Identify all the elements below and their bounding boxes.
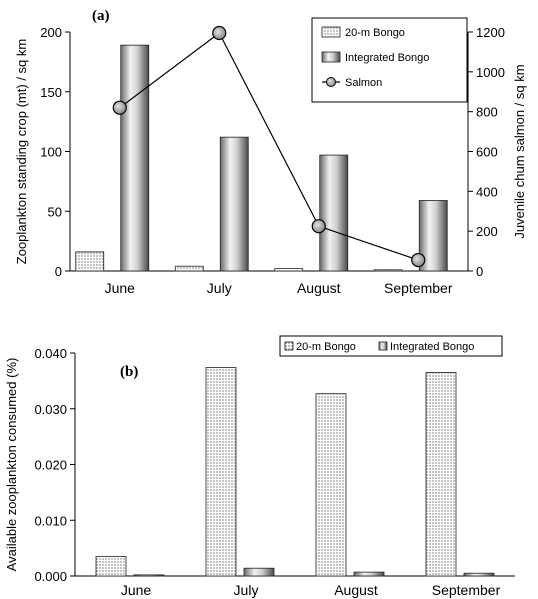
panel-a-right-tick-label: 1000 (476, 65, 505, 80)
panel-b-tick-label: 0.020 (34, 458, 67, 473)
panel-a-label: (a) (92, 8, 110, 24)
panel-a-legend-label: Integrated Bongo (345, 52, 429, 64)
panel-b-category-label: July (234, 582, 259, 598)
panel-a-bar-20-m-bongo-august (274, 268, 304, 272)
panel-a-bar-20-m-bongo-september (373, 269, 403, 272)
panel-b-tick-label: 0.010 (34, 513, 67, 528)
panel-a-legend-label: Salmon (345, 77, 382, 89)
panel-a-right-tick-label: 400 (476, 184, 498, 199)
panel-b-bar-integrated-bongo-september (463, 572, 495, 577)
panel-b-legend: 20-m Bongo Integrated Bongo (279, 335, 503, 357)
panel-b-legend-label: Integrated Bongo (390, 341, 474, 353)
panel-a-legend-swatch-integrated-bongo (321, 51, 341, 63)
panel-b-category-label: August (334, 582, 378, 598)
panel-a-right-tick-label: 0 (476, 264, 483, 279)
panel-a-point-salmon-july (212, 25, 227, 41)
panel-a-right-tick-label: 1200 (476, 25, 505, 40)
panel-b-bar-integrated-bongo-august (353, 571, 385, 577)
panel-b-legend-swatch-20-m-bongo (284, 341, 294, 351)
panel-b-tick-label: 0.000 (34, 569, 67, 584)
panel-a-bar-integrated-bongo-july (219, 136, 249, 272)
panel-b-bar-20-m-bongo-june (95, 556, 127, 577)
panel-a-bar-integrated-bongo-august (319, 154, 349, 272)
panel-b-tick-label: 0.030 (34, 402, 67, 417)
panel-a-category-label: June (105, 280, 136, 296)
panel-a-legend: 20-m Bongo Integrated Bongo Salmon (311, 17, 468, 103)
panel-a-category-label: September (384, 280, 453, 296)
panel-a-left-tick-label: 150 (40, 85, 62, 100)
panel-b-legend-box (279, 335, 503, 357)
panel-b-bar-integrated-bongo-july (243, 567, 275, 577)
panel-b-legend-label: 20-m Bongo (296, 341, 356, 353)
panel-a-point-salmon-september (411, 252, 426, 268)
panel-b-category-label: June (121, 582, 152, 598)
panel-a-legend-swatch-salmon-marker (326, 77, 336, 87)
panel-a-left-tick-label: 100 (40, 145, 62, 160)
panel-b-bar-20-m-bongo-july (205, 367, 237, 577)
panel-a-legend-swatch-20-m-bongo (321, 26, 341, 38)
panel-a-legend-label: 20-m Bongo (345, 27, 405, 39)
panel-b-bar-20-m-bongo-september (425, 372, 457, 577)
panel-a-bar-integrated-bongo-june (120, 44, 150, 272)
panel-a-bar-20-m-bongo-june (75, 251, 105, 272)
panel-a-category-label: August (297, 280, 341, 296)
panel-a-point-salmon-june (112, 100, 127, 115)
panel-a-left-axis-title: Zooplankton standing crop (mt) / sq km (14, 39, 29, 264)
panel-b-left-axis-title: Available zooplankton consumed (%) (4, 358, 19, 572)
panel-a-right-tick-label: 600 (476, 145, 498, 160)
panel-b-label: (b) (120, 364, 138, 380)
panel-a-right-tick-label: 200 (476, 224, 498, 239)
panel-a-bar-20-m-bongo-july (174, 265, 204, 272)
panel-a-right-tick-label: 800 (476, 105, 498, 120)
panel-b-legend-swatch-integrated-bongo (378, 341, 388, 351)
panel-b-tick-label: 0.040 (34, 346, 67, 361)
panel-a-right-axis-title: Juvenile chum salmon / sq km (512, 64, 527, 238)
panel-a-left-tick-label: 0 (55, 264, 62, 279)
panel-b-category-label: September (432, 582, 501, 598)
panel-a-point-salmon-august (311, 219, 326, 234)
panel-a-left-tick-label: 200 (40, 25, 62, 40)
panel-b-bar-20-m-bongo-august (315, 393, 347, 577)
panel-a-chart: (a) 0 50 100 150 200 0 200 400 600 800 1000 1200 J… (14, 8, 527, 296)
panel-b-bar-integrated-bongo-june (133, 574, 165, 577)
panel-b-chart: (b) 0.000 0.010 0.020 0.030 0.040 June July Au… (4, 335, 515, 598)
panel-a-category-label: July (207, 280, 232, 296)
panel-a-series-line-salmon (119, 32, 419, 261)
panel-a-left-tick-label: 50 (48, 204, 62, 219)
